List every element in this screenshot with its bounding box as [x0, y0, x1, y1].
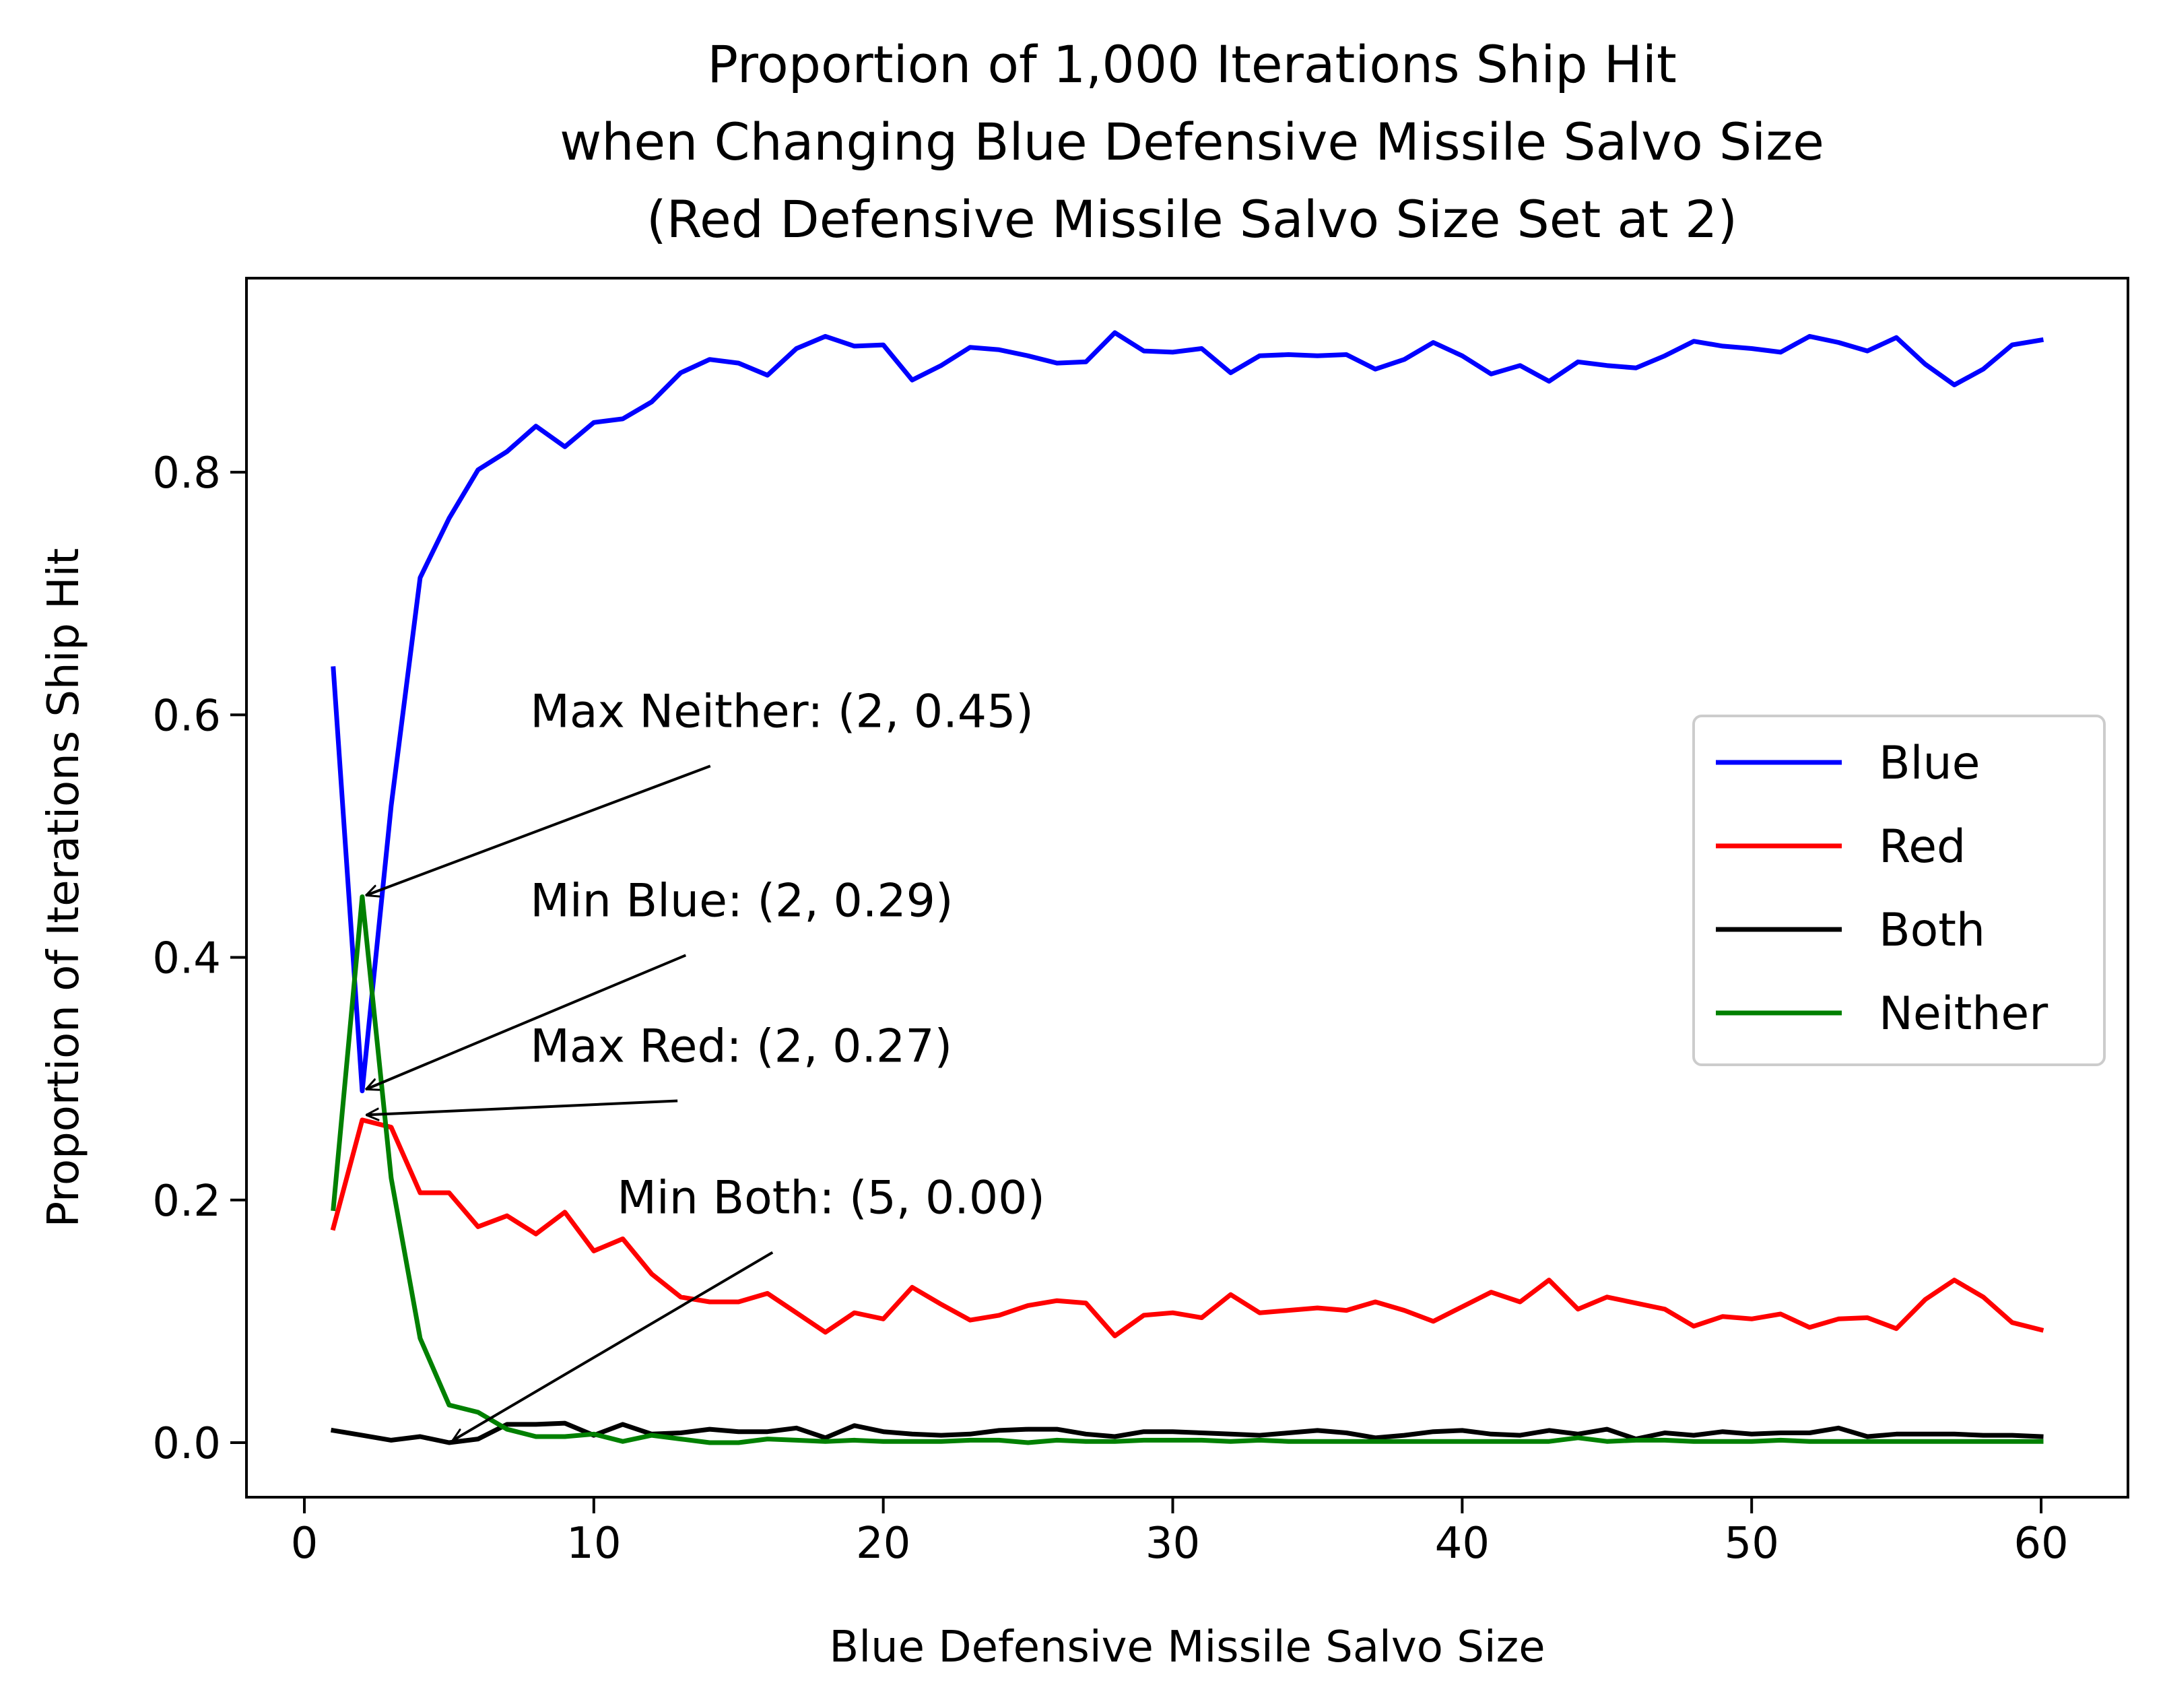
series-line-neither: [331, 894, 2044, 1445]
x-tick-label: 20: [856, 1519, 910, 1569]
legend-label-blue: Blue: [1879, 737, 1980, 790]
y-tick-label: 0.8: [152, 449, 221, 498]
annotation-min-blue-arrow: [366, 954, 687, 1089]
x-axis: 0 10 20 30 40 50 60: [291, 1497, 2069, 1569]
legend-label-neither: Neither: [1879, 987, 2048, 1041]
plot-area: Max Neither: (2, 0.45) Min Blue: (2, 0.29…: [330, 330, 2044, 1445]
x-tick-label: 30: [1145, 1519, 1200, 1569]
y-axis: 0.0 0.2 0.4 0.6 0.8: [152, 449, 246, 1469]
legend: Blue Red Both Neither: [1692, 715, 2106, 1066]
x-tick-label: 40: [1435, 1519, 1490, 1569]
chart-title-line-2: when Changing Blue Defensive Missile Sal…: [560, 112, 1824, 172]
annotation-layer: Max Neither: (2, 0.45) Min Blue: (2, 0.29…: [366, 685, 1045, 1441]
annotation-max-red-label: Max Red: (2, 0.27): [530, 1020, 952, 1073]
annotation-max-neither-arrow: [366, 764, 711, 895]
legend-label-red: Red: [1879, 820, 1966, 874]
legend-box: [1692, 715, 2106, 1066]
x-tick-label: 10: [566, 1519, 621, 1569]
chart-title-line-1: Proportion of 1,000 Iterations Ship Hit: [707, 34, 1677, 94]
annotation-min-both-arrow: [453, 1251, 774, 1441]
y-tick-label: 0.4: [152, 934, 221, 984]
chart-title: Proportion of 1,000 Iterations Ship Hit …: [560, 34, 1824, 249]
chart-title-line-3: (Red Defensive Missile Salvo Size Set at…: [646, 189, 1737, 249]
annotation-min-blue-label: Min Blue: (2, 0.29): [530, 874, 953, 927]
series-layer: [330, 330, 2044, 1445]
plot-frame: [245, 277, 2129, 1499]
x-axis-label: Blue Defensive Missile Salvo Size: [829, 1622, 1545, 1672]
annotation-max-red-arrow: [366, 1099, 678, 1115]
y-tick-label: 0.0: [152, 1419, 221, 1469]
x-tick-label: 60: [2013, 1519, 2068, 1569]
x-tick-label: 0: [291, 1519, 319, 1569]
legend-label-both: Both: [1879, 904, 1985, 957]
series-line-both: [330, 1420, 2044, 1445]
legend-items: Blue Red Both Neither: [1716, 737, 2048, 1041]
x-tick-label: 50: [1724, 1519, 1778, 1569]
y-tick-label: 0.2: [152, 1177, 221, 1226]
annotation-min-both-label: Min Both: (5, 0.00): [617, 1172, 1045, 1225]
series-line-red: [330, 1117, 2044, 1338]
y-tick-label: 0.6: [152, 691, 221, 741]
series-line-blue: [331, 330, 2044, 1094]
annotation-max-neither-label: Max Neither: (2, 0.45): [530, 685, 1034, 738]
y-axis-label: Proportion of Iterations Ship Hit: [39, 548, 89, 1228]
